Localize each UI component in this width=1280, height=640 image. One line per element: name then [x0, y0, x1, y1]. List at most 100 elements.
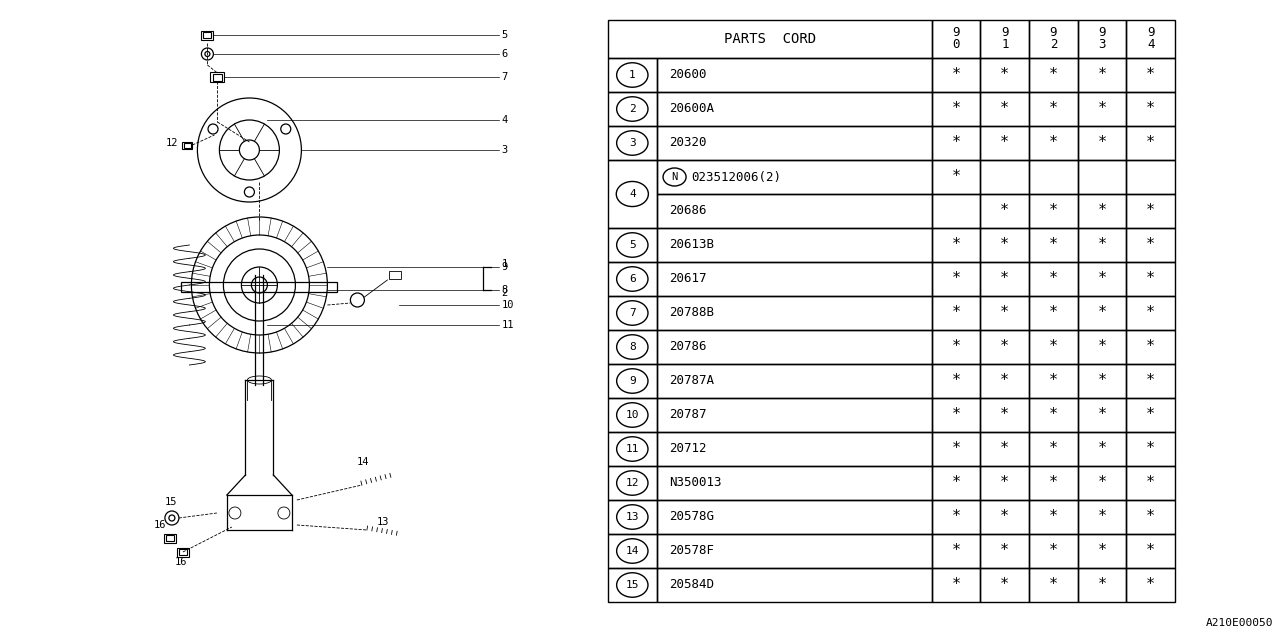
- Bar: [1078, 296, 1126, 330]
- Bar: [980, 194, 1029, 228]
- Bar: [980, 330, 1029, 364]
- Text: 9
2: 9 2: [1050, 26, 1057, 51]
- Text: *: *: [1048, 509, 1059, 525]
- Bar: [1029, 58, 1078, 92]
- Text: 10: 10: [626, 410, 639, 420]
- Text: 16: 16: [154, 520, 166, 530]
- Text: *: *: [1097, 67, 1107, 83]
- Bar: [980, 126, 1029, 160]
- Text: 5: 5: [628, 240, 636, 250]
- Text: *: *: [1000, 204, 1010, 218]
- Text: 11: 11: [502, 320, 513, 330]
- Text: *: *: [1146, 374, 1156, 388]
- Text: 4: 4: [628, 189, 636, 199]
- Bar: [608, 20, 932, 58]
- Text: 1: 1: [628, 70, 636, 80]
- Bar: [1126, 500, 1175, 534]
- Text: *: *: [1048, 442, 1059, 456]
- Bar: [1029, 20, 1078, 58]
- Bar: [1029, 228, 1078, 262]
- Text: 20788B: 20788B: [669, 307, 714, 319]
- Text: *: *: [1048, 102, 1059, 116]
- Bar: [1126, 534, 1175, 568]
- Text: 9
3: 9 3: [1098, 26, 1106, 51]
- Text: 20613B: 20613B: [669, 239, 714, 252]
- Text: 12: 12: [626, 478, 639, 488]
- Text: 20578F: 20578F: [669, 545, 714, 557]
- Text: PARTS  CORD: PARTS CORD: [724, 32, 815, 46]
- Bar: [980, 296, 1029, 330]
- Bar: [980, 160, 1029, 194]
- Text: *: *: [1097, 271, 1107, 287]
- Text: *: *: [1146, 509, 1156, 525]
- Text: *: *: [1097, 305, 1107, 321]
- Bar: [1126, 364, 1175, 398]
- Bar: [1029, 466, 1078, 500]
- Text: *: *: [1097, 476, 1107, 490]
- Text: 14: 14: [357, 457, 370, 467]
- Text: *: *: [1097, 339, 1107, 355]
- Bar: [932, 432, 980, 466]
- Bar: [980, 500, 1029, 534]
- Text: *: *: [1146, 204, 1156, 218]
- Text: *: *: [951, 509, 961, 525]
- Text: *: *: [1048, 237, 1059, 253]
- Bar: [657, 160, 932, 194]
- Bar: [932, 58, 980, 92]
- Bar: [1126, 296, 1175, 330]
- Text: 9: 9: [502, 262, 508, 272]
- Text: *: *: [1000, 305, 1010, 321]
- Bar: [980, 466, 1029, 500]
- Bar: [1078, 58, 1126, 92]
- Text: *: *: [1000, 543, 1010, 559]
- Text: *: *: [1048, 408, 1059, 422]
- Bar: [1078, 432, 1126, 466]
- Bar: [608, 364, 657, 398]
- Bar: [1126, 568, 1175, 602]
- Bar: [657, 534, 932, 568]
- Text: 15: 15: [165, 497, 178, 507]
- Bar: [1029, 160, 1078, 194]
- Bar: [657, 398, 932, 432]
- Bar: [932, 330, 980, 364]
- Bar: [980, 92, 1029, 126]
- Text: *: *: [1146, 577, 1156, 593]
- Text: 3: 3: [628, 138, 636, 148]
- Text: *: *: [1048, 374, 1059, 388]
- Text: *: *: [951, 408, 961, 422]
- Text: 2: 2: [628, 104, 636, 114]
- Bar: [1078, 194, 1126, 228]
- Text: 6: 6: [628, 274, 636, 284]
- Bar: [1078, 228, 1126, 262]
- Bar: [932, 20, 980, 58]
- Text: *: *: [951, 102, 961, 116]
- Bar: [608, 466, 657, 500]
- Bar: [932, 262, 980, 296]
- Bar: [657, 330, 932, 364]
- Bar: [980, 432, 1029, 466]
- Text: *: *: [951, 339, 961, 355]
- Text: *: *: [1048, 305, 1059, 321]
- Text: 20617: 20617: [669, 273, 707, 285]
- Bar: [932, 194, 980, 228]
- Text: *: *: [1146, 339, 1156, 355]
- Bar: [1029, 330, 1078, 364]
- Text: *: *: [1146, 408, 1156, 422]
- Bar: [932, 364, 980, 398]
- Text: 13: 13: [626, 512, 639, 522]
- Bar: [1078, 126, 1126, 160]
- Bar: [1126, 330, 1175, 364]
- Bar: [1078, 466, 1126, 500]
- Text: 20600: 20600: [669, 68, 707, 81]
- Text: *: *: [1097, 543, 1107, 559]
- Text: *: *: [951, 271, 961, 287]
- Text: *: *: [1097, 509, 1107, 525]
- Text: 20600A: 20600A: [669, 102, 714, 115]
- Bar: [608, 92, 657, 126]
- Bar: [980, 58, 1029, 92]
- Bar: [1029, 194, 1078, 228]
- Bar: [980, 398, 1029, 432]
- Text: *: *: [951, 136, 961, 150]
- Text: *: *: [951, 442, 961, 456]
- Text: *: *: [951, 305, 961, 321]
